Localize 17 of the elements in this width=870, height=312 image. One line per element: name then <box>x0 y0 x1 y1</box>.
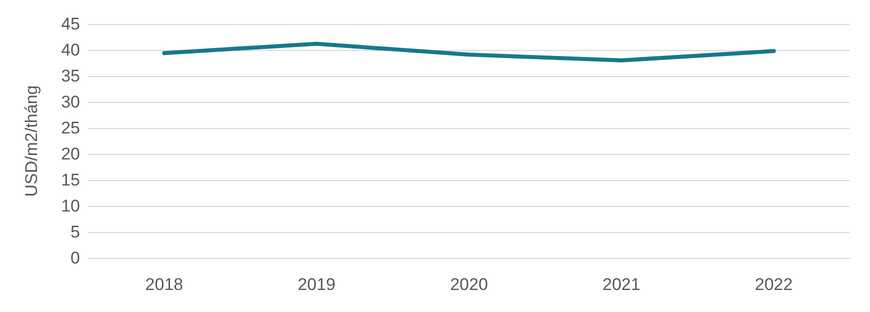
y-tick-label: 45 <box>61 14 80 34</box>
y-tick-label: 10 <box>61 196 80 216</box>
y-tick-label: 30 <box>61 92 80 112</box>
y-tick-label: 20 <box>61 144 80 164</box>
y-axis-title: USD/m2/tháng <box>22 85 41 197</box>
x-tick-label: 2018 <box>145 275 184 294</box>
y-tick-label: 0 <box>70 248 80 268</box>
x-tick-label: 2019 <box>298 275 336 294</box>
y-tick-label: 25 <box>61 118 80 138</box>
y-tick-label: 5 <box>70 222 80 242</box>
line-series <box>162 42 776 62</box>
x-tick-label: 2022 <box>754 275 793 294</box>
y-tick-label: 35 <box>61 66 80 86</box>
x-tick-label: 2021 <box>602 275 640 294</box>
y-tick-label: 40 <box>61 40 80 60</box>
x-tick-label: 2020 <box>450 275 488 294</box>
y-tick-label: 15 <box>61 170 80 190</box>
